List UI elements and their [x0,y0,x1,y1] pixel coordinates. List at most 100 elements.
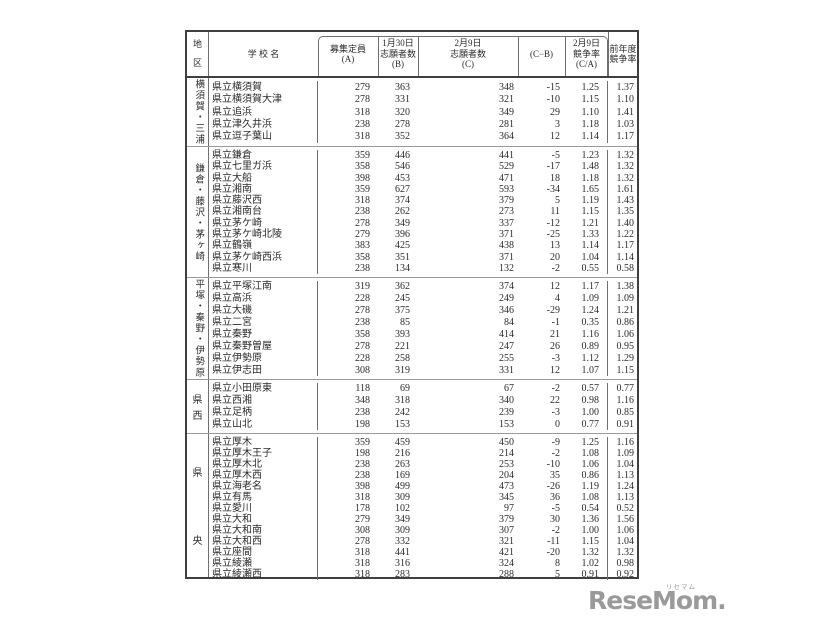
prev-rate-value: 1.37 [616,81,635,93]
feb9-applicants-value: 346 [499,305,514,317]
school-name: 県立茅ケ崎北陵 [209,228,318,241]
jan30-applicants-value: 278 [395,118,410,130]
header-feb9: 2月9日 志願者数 (C) [449,38,486,70]
prev-rate-value: 1.32 [616,547,635,558]
capacity-value: 358 [355,251,370,263]
feb9-applicants-value: 214 [499,448,514,459]
table-row: 県立寒川 238 134 132 -2 0.55 0.58 [209,262,637,274]
rate-value: 1.25 [565,437,608,448]
prev-rate-value: 0.86 [616,317,635,329]
jan30-applicants-value: 375 [395,305,410,317]
school-name: 県立伊勢原 [209,352,318,365]
jan30-applicants-value: 242 [395,406,410,418]
jan30-applicants-value: 216 [395,448,410,459]
feb9-applicants-value: 67 [504,383,514,395]
prev-rate-value: 1.61 [616,183,635,195]
district-block: 横須賀・三浦 県立横須賀 279 363 348 -15 1.25 1.37 県立横須賀大津 27… [187,78,637,146]
prev-rate-value: 1.17 [616,131,635,143]
diff-value: 5 [555,569,560,580]
prev-rate-value: 1.15 [616,364,635,376]
prev-rate-value: 1.32 [616,161,635,173]
header-rate: 2月9日 競争率 (C/A) [572,38,600,70]
jan30-applicants-value: 85 [400,317,410,329]
rate-value: 0.98 [565,394,608,407]
prev-rate-value: 0.52 [616,503,635,514]
feb9-applicants-value: 450 [499,437,514,448]
capacity-value: 279 [355,81,370,93]
table-row: 県立平塚江南 319 362 374 12 1.17 1.38 [209,281,637,293]
rate-value: 0.77 [565,418,608,430]
feb9-applicants-value: 374 [499,281,514,293]
table-row: 県立茅ケ崎西浜 358 351 371 20 1.04 1.14 [209,251,637,263]
feb9-applicants-value: 84 [504,317,514,329]
feb9-applicants-value: 441 [499,150,514,162]
prev-rate-value: 1.21 [616,305,635,317]
jan30-applicants-value: 393 [395,328,410,340]
feb9-applicants-value: 321 [499,94,514,106]
rate-value: 0.55 [565,262,608,274]
feb9-applicants-value: 414 [499,328,514,340]
capacity-value: 318 [355,547,370,558]
table-row: 県立大和西 278 332 321 -11 1.15 1.04 [209,536,637,547]
diff-value: 30 [550,514,560,525]
diff-value: -2 [551,262,560,274]
prev-rate-value: 1.06 [616,525,635,536]
district-block: 平塚・秦野・伊勢原 県立平塚江南 319 362 374 12 1.17 1.38 県立高浜 22… [187,277,637,379]
district-label: 鎌倉・藤沢・茅ヶ崎 [193,162,204,262]
logo-dot: . [717,586,726,615]
rate-value: 1.24 [565,304,608,317]
rate-value: 1.16 [565,328,608,341]
table-row: 県立厚木北 238 263 253 -10 1.06 1.04 [209,459,637,470]
diff-value: 11 [550,206,560,218]
jan30-applicants-value: 318 [395,395,410,407]
diff-value: -11 [547,536,560,547]
school-name: 県立西湘 [209,394,318,407]
district-cell: 鎌倉・藤沢・茅ヶ崎 [187,147,209,277]
diff-value: 36 [550,492,560,503]
school-name: 県立追浜 [209,105,318,119]
logo-wordmark: ReseMom. [588,586,727,615]
table-row: 県立厚木西 238 169 204 35 0.86 1.13 [209,470,637,481]
rate-value: 1.32 [565,547,608,558]
feb9-applicants-value: 239 [499,406,514,418]
feb9-applicants-value: 247 [499,340,514,352]
table-row: 県立厚木 359 459 450 -9 1.25 1.16 [209,437,637,448]
capacity-value: 359 [355,437,370,448]
diff-value: -2 [551,525,560,536]
header-prev-rate: 前年度 競争率 [608,32,637,76]
rate-value: 1.25 [565,81,608,94]
diff-value: -2 [551,448,560,459]
school-name: 県立大船 [209,172,318,184]
jan30-applicants-value: 258 [395,352,410,364]
district-char: 央 [192,535,203,547]
table-row: 県立有馬 318 309 345 36 1.08 1.13 [209,492,637,503]
jan30-applicants-value: 362 [395,281,410,293]
prev-rate-value: 1.06 [616,328,635,340]
prev-rate-value: 0.77 [616,383,635,395]
rate-value: 0.91 [565,569,608,580]
school-name: 県立横須賀 [209,81,318,94]
jan30-applicants-value: 453 [395,172,410,184]
school-name: 県立横須賀大津 [209,93,318,106]
prev-rate-value: 1.32 [616,172,635,184]
district-block: 県央 県立厚木 359 459 450 -9 1.25 1.16 県立厚木王子 198 216 214… [187,433,637,580]
table-row: 県立鎌倉 359 446 441 -5 1.23 1.32 [209,150,637,162]
jan30-applicants-value: 320 [395,106,410,118]
capacity-value: 228 [355,352,370,364]
table-row: 県立大磯 278 375 346 -29 1.24 1.21 [209,304,637,317]
capacity-value: 383 [355,240,370,252]
table-row: 県立大和南 308 309 307 -2 1.00 1.06 [209,525,637,536]
jan30-applicants-value: 262 [395,206,410,218]
jan30-applicants-value: 425 [395,240,410,252]
jan30-applicants-value: 363 [395,81,410,93]
prev-rate-value: 1.40 [616,217,635,229]
capacity-value: 238 [355,262,370,274]
capacity-value: 359 [355,183,370,195]
jan30-applicants-value: 309 [395,492,410,503]
school-name: 県立伊志田 [209,364,318,376]
table-row: 県立秦野 358 393 414 21 1.16 1.06 [209,328,637,341]
prev-rate-value: 0.92 [616,569,635,580]
feb9-applicants-value: 249 [499,293,514,305]
logo-ruby-text: リセマム [666,583,696,591]
